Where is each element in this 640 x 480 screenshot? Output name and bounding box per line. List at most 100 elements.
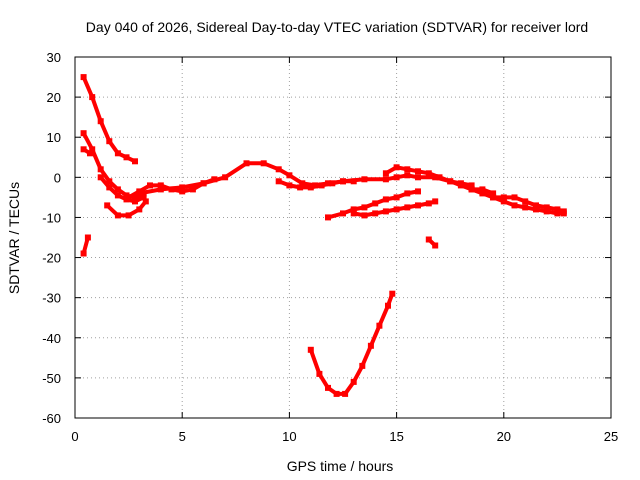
data-point bbox=[325, 214, 331, 221]
data-point bbox=[142, 198, 149, 205]
data-point bbox=[415, 202, 421, 209]
data-point bbox=[179, 188, 186, 195]
data-point bbox=[106, 178, 113, 185]
data-point bbox=[533, 206, 539, 213]
y-tick-label: -10 bbox=[42, 210, 61, 225]
data-point bbox=[533, 202, 539, 209]
data-point bbox=[350, 178, 357, 185]
data-point bbox=[393, 174, 400, 181]
data-point bbox=[500, 194, 507, 201]
data-point bbox=[447, 178, 454, 185]
data-point bbox=[189, 186, 196, 193]
data-point bbox=[114, 150, 121, 157]
data-point bbox=[80, 130, 87, 137]
data-point bbox=[211, 176, 218, 183]
data-point bbox=[87, 150, 93, 157]
data-point bbox=[359, 362, 366, 369]
data-point bbox=[522, 204, 529, 211]
data-point bbox=[350, 378, 357, 385]
data-point bbox=[543, 204, 550, 211]
y-tick-label: -50 bbox=[42, 371, 61, 386]
data-point bbox=[307, 346, 314, 353]
data-point bbox=[125, 212, 132, 219]
data-point bbox=[361, 176, 368, 183]
data-point bbox=[147, 182, 153, 189]
data-point bbox=[479, 186, 486, 193]
data-point bbox=[97, 118, 104, 125]
x-tick-label: 25 bbox=[604, 429, 618, 444]
y-tick-label: 20 bbox=[47, 90, 61, 105]
y-tick-label: 10 bbox=[47, 130, 61, 145]
data-point bbox=[132, 194, 138, 201]
data-point bbox=[432, 242, 439, 249]
y-tick-label: -40 bbox=[42, 331, 61, 346]
data-point bbox=[80, 250, 87, 257]
y-tick-label: 30 bbox=[47, 50, 61, 65]
data-point bbox=[393, 206, 400, 213]
data-point bbox=[97, 174, 104, 181]
data-point bbox=[404, 166, 411, 173]
y-tick-label: -60 bbox=[42, 411, 61, 426]
data-point bbox=[286, 172, 293, 179]
x-tick-label: 5 bbox=[179, 429, 186, 444]
data-point bbox=[329, 180, 336, 187]
data-point bbox=[393, 194, 400, 201]
data-point bbox=[361, 212, 368, 219]
axis-ticks: 0 5 10 15 20 25 -60 -50 -40 -30 -20 -10 0 10 20 30 bbox=[42, 50, 618, 444]
data-point bbox=[136, 188, 143, 195]
data-point bbox=[297, 184, 304, 191]
x-tick-label: 0 bbox=[71, 429, 78, 444]
data-point bbox=[554, 210, 561, 217]
data-point bbox=[522, 198, 529, 205]
data-point bbox=[372, 200, 379, 207]
data-point bbox=[307, 184, 314, 191]
data-point bbox=[136, 206, 143, 213]
data-point bbox=[80, 146, 87, 153]
data-point bbox=[511, 194, 518, 201]
data-point bbox=[350, 206, 357, 213]
data-point bbox=[382, 176, 389, 183]
data-point bbox=[382, 196, 389, 203]
data-point bbox=[299, 180, 306, 187]
data-point bbox=[554, 206, 561, 213]
data-point bbox=[114, 212, 121, 219]
data-point bbox=[340, 178, 346, 185]
data-point bbox=[286, 182, 293, 189]
data-point bbox=[179, 184, 186, 191]
data-point bbox=[500, 198, 507, 205]
data-point bbox=[106, 184, 113, 191]
data-point bbox=[243, 160, 250, 167]
data-point bbox=[361, 204, 368, 211]
data-point bbox=[89, 146, 96, 153]
data-point bbox=[543, 208, 550, 215]
data-point bbox=[275, 166, 282, 173]
series-arc-2 bbox=[81, 131, 146, 200]
data-point bbox=[425, 200, 432, 207]
data-point bbox=[382, 170, 389, 177]
data-point bbox=[84, 234, 91, 241]
data-point bbox=[125, 194, 132, 201]
data-point bbox=[511, 202, 518, 209]
data-point bbox=[97, 166, 104, 173]
data-point bbox=[415, 168, 421, 175]
data-point bbox=[132, 198, 138, 205]
data-point bbox=[468, 186, 475, 193]
x-axis-label: GPS time / hours bbox=[287, 458, 394, 474]
data-point bbox=[260, 160, 267, 167]
y-tick-label: -20 bbox=[42, 251, 61, 266]
data-point bbox=[479, 190, 486, 197]
data-point bbox=[350, 210, 357, 217]
data-point bbox=[104, 202, 111, 209]
data-point bbox=[275, 178, 282, 185]
data-point bbox=[316, 370, 323, 377]
data-point bbox=[404, 204, 411, 211]
data-point bbox=[157, 186, 164, 193]
data-point bbox=[415, 174, 421, 181]
y-axis-label: SDTVAR / TECUs bbox=[6, 182, 22, 294]
data-point bbox=[132, 158, 138, 165]
y-tick-label: -30 bbox=[42, 291, 61, 306]
data-point bbox=[200, 180, 207, 187]
x-tick-label: 15 bbox=[389, 429, 403, 444]
